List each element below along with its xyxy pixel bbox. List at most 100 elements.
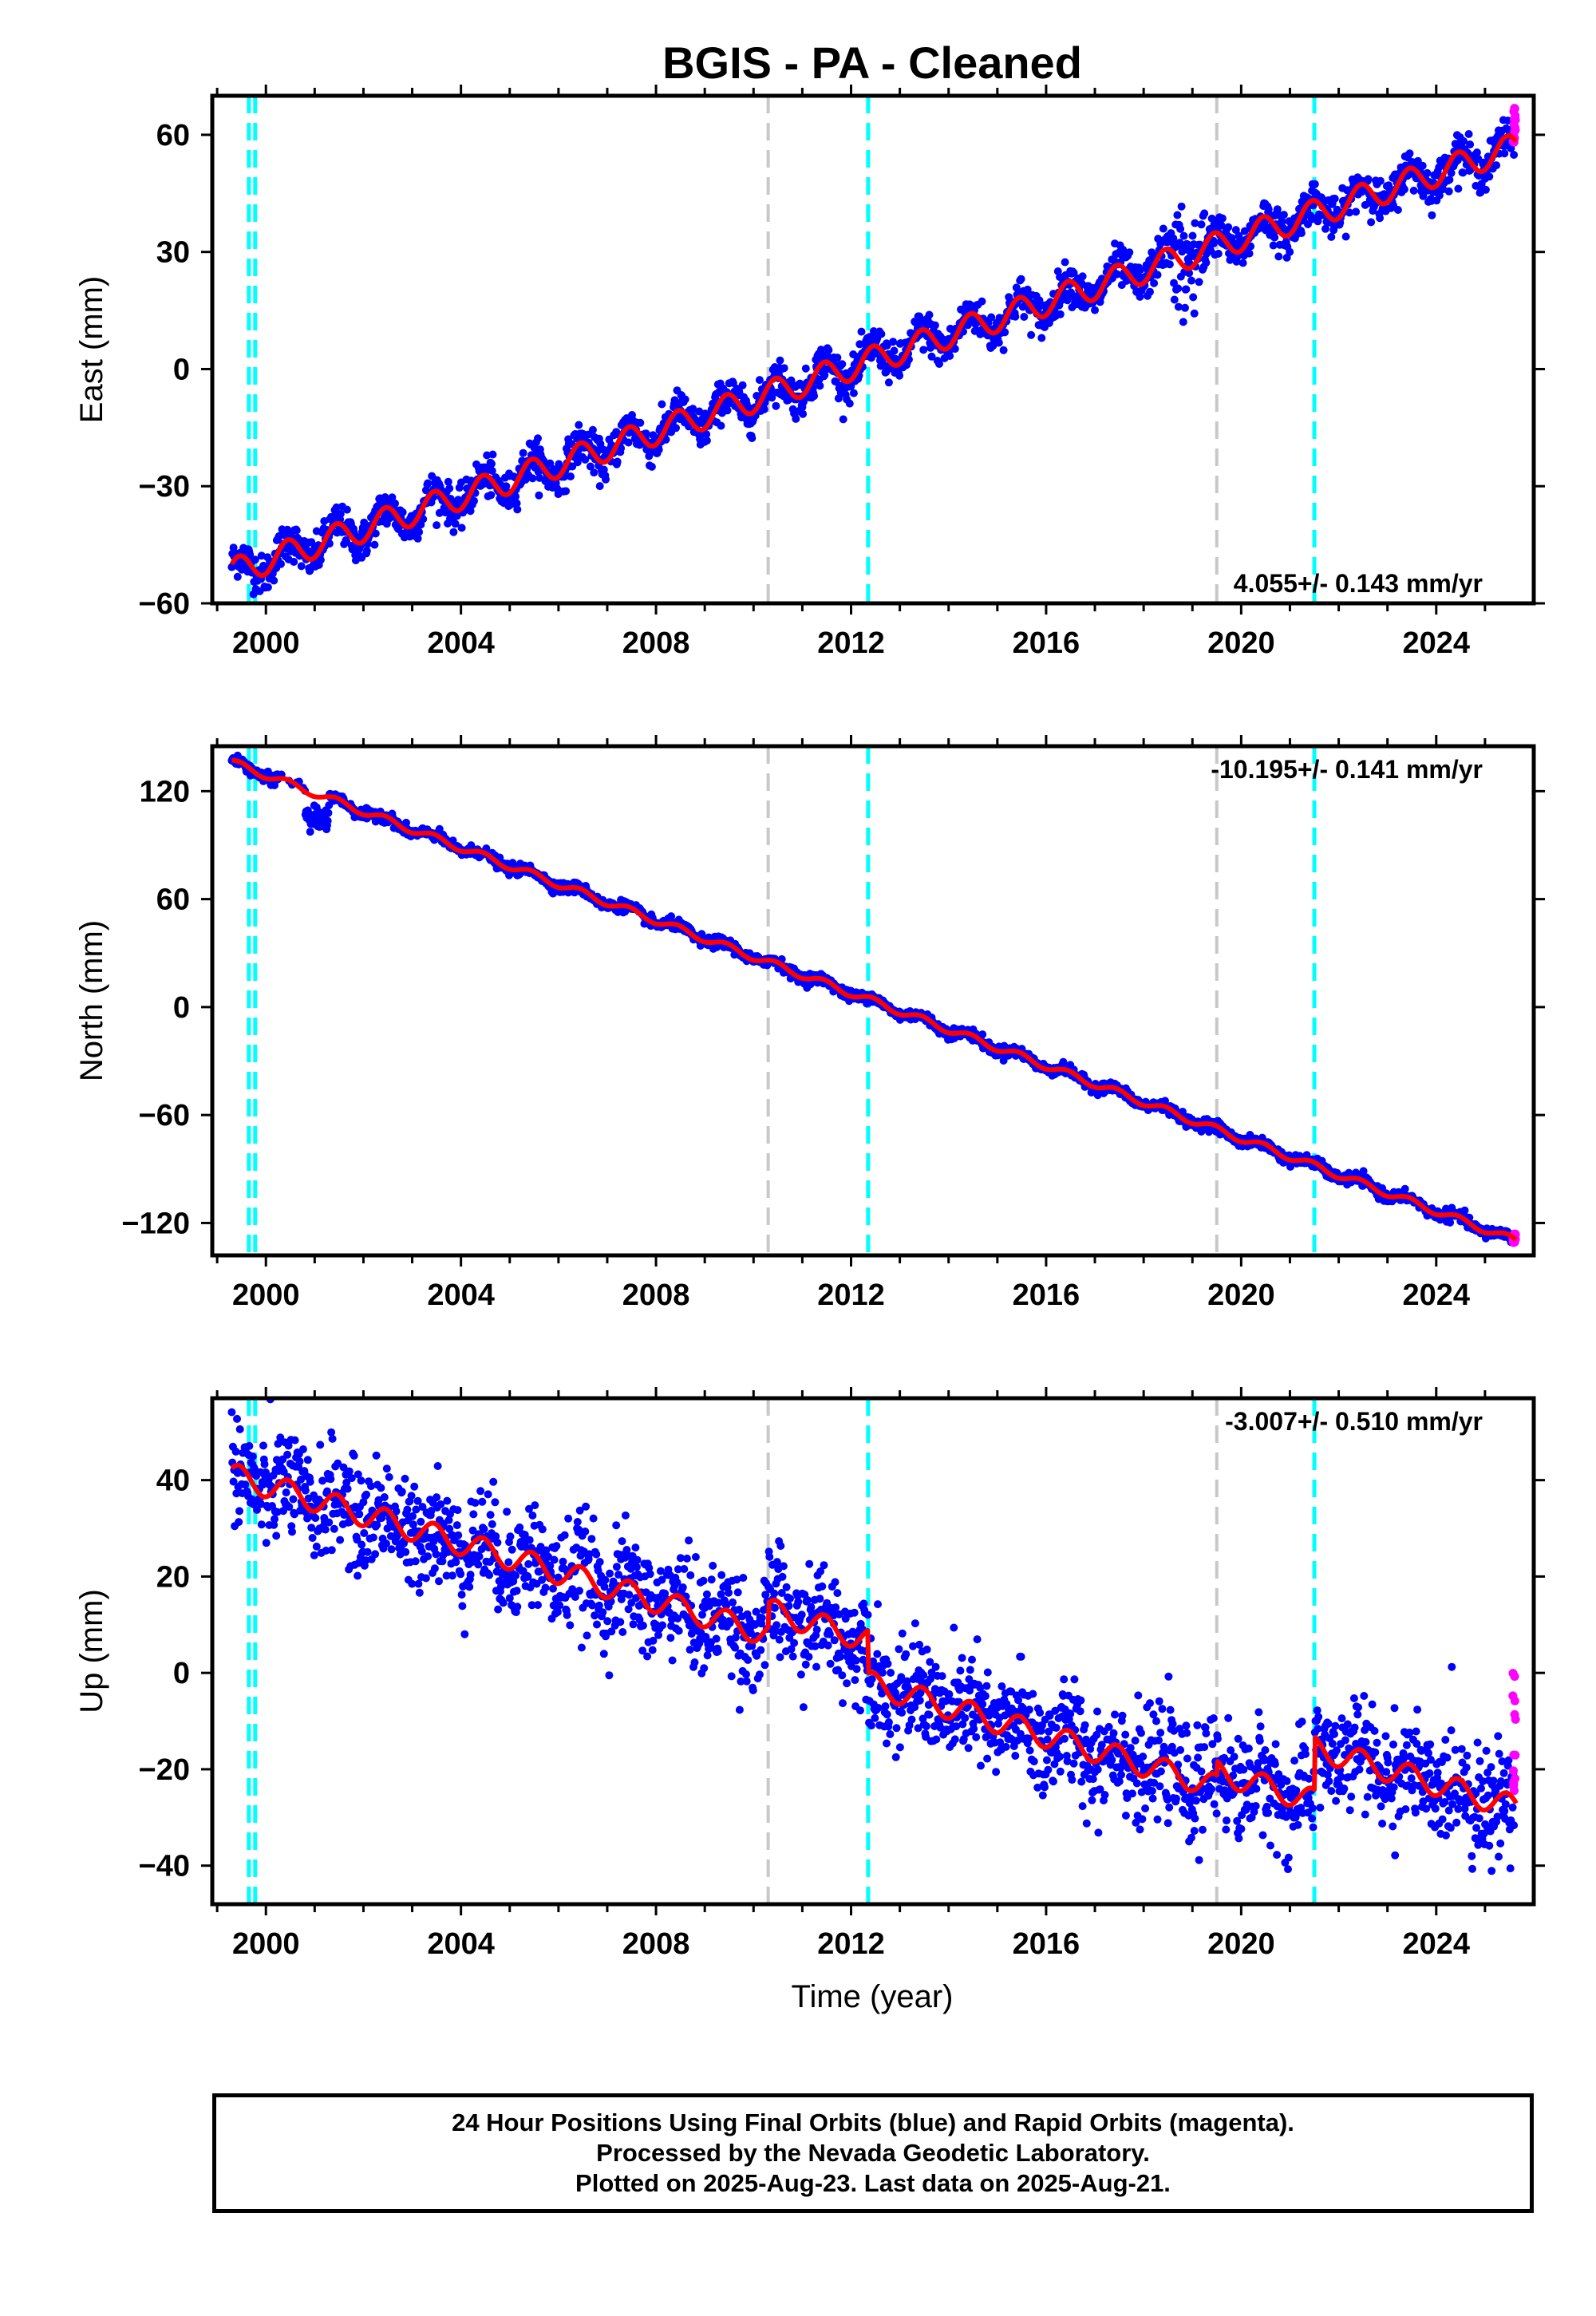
east-data-point	[1224, 223, 1233, 231]
up-data-point	[427, 1507, 436, 1515]
north-rate-label: -10.195+/- 0.141 mm/yr	[1211, 755, 1483, 784]
east-data-point	[433, 521, 441, 530]
up-data-point	[328, 1434, 337, 1443]
up-data-point	[430, 1564, 439, 1573]
up-final-orbit-points	[227, 1398, 1519, 1875]
up-data-point	[311, 1514, 320, 1523]
east-data-point	[776, 356, 784, 365]
up-data-point	[303, 1456, 312, 1464]
east-data-point	[419, 515, 428, 524]
up-data-point	[465, 1583, 474, 1591]
east-data-point	[930, 321, 939, 330]
up-data-point	[407, 1492, 416, 1500]
east-data-point	[1146, 287, 1154, 296]
east-data-point	[444, 477, 452, 486]
up-data-point	[377, 1484, 385, 1492]
east-data-point	[575, 421, 583, 429]
east-data-point	[617, 444, 626, 453]
up-data-point	[432, 1550, 440, 1559]
east-data-point	[1466, 140, 1475, 148]
east-data-point	[1264, 205, 1273, 214]
up-data-point	[272, 1531, 281, 1540]
east-data-point	[1310, 180, 1319, 188]
east-data-point	[1428, 211, 1436, 219]
east-data-point	[573, 458, 582, 467]
north-y-tick-label: 0	[173, 991, 190, 1025]
east-data-point	[415, 528, 424, 536]
east-y-tick-label: 0	[173, 353, 190, 386]
east-data-point	[290, 558, 298, 566]
east-data-point	[457, 524, 466, 532]
east-data-point	[1023, 285, 1032, 294]
east-model-line	[229, 133, 1519, 579]
east-data-point	[1444, 187, 1453, 196]
north-data-point	[323, 816, 332, 825]
east-x-tick-label: 2008	[622, 626, 690, 660]
up-data-point	[289, 1495, 298, 1504]
east-x-tick-label: 2024	[1403, 626, 1471, 660]
up-data-point	[253, 1505, 261, 1514]
east-data-point	[1286, 247, 1294, 256]
east-data-point	[1492, 161, 1501, 170]
east-data-point	[702, 430, 711, 439]
east-y-tick-label: −60	[139, 587, 190, 621]
up-data-point	[282, 1488, 290, 1497]
east-data-point	[388, 493, 397, 502]
up-data-point	[412, 1505, 421, 1514]
east-data-point	[567, 472, 575, 480]
east-data-point	[1217, 221, 1226, 230]
east-data-point	[717, 421, 725, 430]
up-data-point	[433, 1462, 442, 1470]
north-y-tick-label: 60	[156, 883, 190, 917]
east-data-point	[398, 508, 407, 516]
east-data-point	[1238, 259, 1247, 267]
east-data-point	[780, 364, 788, 373]
up-data-point	[443, 1496, 452, 1505]
north-panel: 2000 2004 2008 2012 2016 2020 2024−120−6006012…	[74, 735, 1545, 1312]
east-data-point	[1091, 306, 1099, 314]
east-data-point	[832, 377, 840, 386]
up-panel: 2000 2004 2008 2012 2016 2020 2024−40−2002040U…	[74, 1387, 1545, 1961]
up-data-point	[380, 1493, 389, 1501]
up-data-point	[271, 1515, 279, 1524]
east-data-point	[1500, 149, 1509, 158]
up-data-point	[457, 1591, 466, 1599]
east-data-point	[602, 475, 610, 484]
east-data-point	[277, 559, 285, 568]
east-data-point	[1018, 302, 1027, 311]
east-data-point	[1150, 279, 1159, 287]
east-data-point	[801, 364, 810, 373]
east-data-point	[1214, 249, 1223, 258]
north-data-point	[1359, 1167, 1368, 1176]
up-data-point	[413, 1496, 422, 1505]
east-rate-label: 4.055+/- 0.143 mm/yr	[1234, 569, 1483, 598]
east-data-point	[1419, 192, 1428, 200]
up-data-point	[367, 1482, 375, 1491]
north-y-tick-label: −60	[139, 1099, 190, 1132]
east-data-point	[702, 437, 711, 445]
up-data-point	[417, 1547, 426, 1555]
east-y-tick-label: 60	[156, 119, 190, 152]
east-data-point	[1454, 184, 1463, 193]
up-data-point	[392, 1507, 401, 1516]
up-data-point	[235, 1518, 243, 1527]
east-data-point	[1447, 168, 1456, 177]
east-data-point	[512, 499, 521, 508]
east-data-point	[297, 562, 306, 571]
east-data-point	[1435, 191, 1444, 200]
east-data-point	[1061, 258, 1069, 267]
up-data-point	[232, 1489, 241, 1498]
north-x-tick-label: 2012	[817, 1279, 885, 1312]
east-data-point	[1202, 259, 1211, 267]
east-data-point	[845, 399, 854, 408]
up-data-point	[245, 1441, 254, 1450]
east-data-point	[1367, 218, 1376, 227]
east-data-point	[1274, 252, 1283, 261]
up-data-point	[233, 1468, 242, 1477]
up-data-point	[387, 1545, 396, 1554]
east-data-point	[1069, 268, 1078, 277]
east-data-point	[470, 496, 478, 505]
east-data-point	[1017, 275, 1025, 283]
east-data-point	[1136, 292, 1144, 301]
east-data-point	[562, 487, 571, 496]
